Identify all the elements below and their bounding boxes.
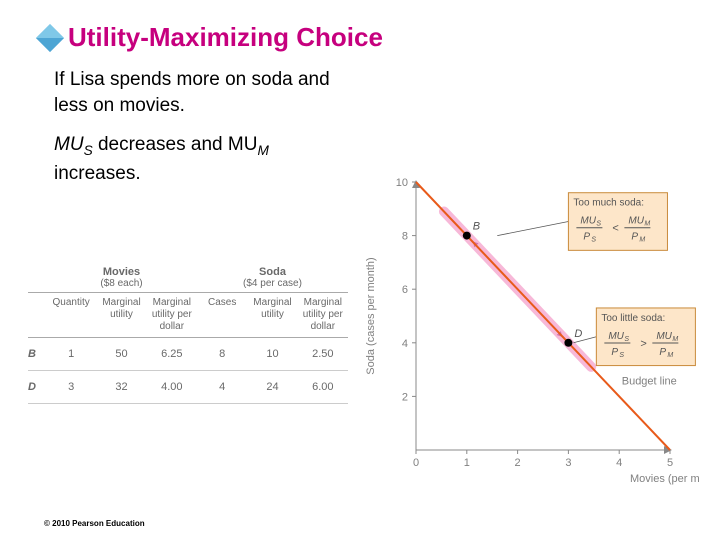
group-soda: Soda ($4 per case) (197, 266, 348, 289)
row-label: D (28, 381, 46, 393)
svg-text:P: P (583, 232, 590, 243)
svg-text:<: < (612, 223, 618, 235)
page-title: Utility-Maximizing Choice (68, 22, 383, 53)
svg-text:P: P (611, 347, 618, 358)
svg-text:Too little soda:: Too little soda: (601, 313, 665, 324)
svg-text:P: P (659, 347, 666, 358)
svg-text:B: B (473, 221, 480, 233)
table-cell: 3 (46, 381, 96, 393)
svg-text:M: M (672, 336, 678, 343)
svg-text:6: 6 (402, 284, 408, 296)
svg-text:D: D (574, 328, 582, 340)
svg-text:MU: MU (608, 331, 624, 342)
table-cell: 24 (247, 381, 297, 393)
table-cell: 6.00 (298, 381, 348, 393)
svg-text:P: P (631, 232, 638, 243)
svg-text:S: S (619, 352, 624, 359)
table-header-cols: Quantity Marginal utility Marginal utili… (28, 293, 348, 338)
svg-text:4: 4 (402, 338, 408, 350)
svg-text:MU: MU (628, 216, 644, 227)
paragraph-1: If Lisa spends more on soda and less on … (54, 67, 334, 118)
group-movies: Movies ($8 each) (46, 266, 197, 289)
svg-text:MU: MU (656, 331, 672, 342)
svg-text:2: 2 (402, 391, 408, 403)
table-header-groups: Movies ($8 each) Soda ($4 per case) (28, 266, 348, 293)
copyright: © 2010 Pearson Education (44, 519, 145, 528)
svg-text:M: M (639, 237, 645, 244)
svg-text:MU: MU (580, 216, 596, 227)
svg-text:S: S (591, 237, 596, 244)
table-cell: 8 (197, 348, 247, 360)
table-cell: 2.50 (298, 348, 348, 360)
svg-text:>: > (640, 338, 646, 350)
svg-text:0: 0 (413, 457, 419, 469)
svg-text:Movies (per month): Movies (per month) (630, 473, 700, 485)
svg-text:M: M (667, 352, 673, 359)
row-label: B (28, 348, 46, 360)
table-cell: 4.00 (147, 381, 197, 393)
svg-text:Too much soda:: Too much soda: (573, 198, 644, 209)
table-cell: 50 (96, 348, 146, 360)
svg-text:5: 5 (667, 457, 673, 469)
svg-text:1: 1 (464, 457, 470, 469)
table-cell: 32 (96, 381, 146, 393)
svg-text:Soda (cases per month): Soda (cases per month) (365, 257, 377, 374)
table-row: D3324.004246.00 (28, 371, 348, 404)
svg-text:2: 2 (515, 457, 521, 469)
table-cell: 4 (197, 381, 247, 393)
diamond-icon (36, 23, 64, 51)
svg-text:10: 10 (396, 177, 408, 189)
paragraph-2: MUS decreases and MUM increases. (54, 132, 334, 186)
svg-text:S: S (596, 221, 601, 228)
svg-text:4: 4 (616, 457, 622, 469)
title-row: Utility-Maximizing Choice (0, 0, 720, 53)
svg-text:M: M (644, 221, 650, 228)
budget-line-chart: 246810012345Budget lineToo much soda:MUS… (360, 170, 700, 500)
body-text: If Lisa spends more on soda and less on … (0, 53, 720, 186)
table-cell: 10 (247, 348, 297, 360)
table-cell: 6.25 (147, 348, 197, 360)
table-cell: 1 (46, 348, 96, 360)
svg-text:Budget line: Budget line (622, 375, 677, 387)
svg-text:S: S (624, 336, 629, 343)
table-row: B1506.258102.50 (28, 338, 348, 371)
svg-text:8: 8 (402, 231, 408, 243)
data-table: Movies ($8 each) Soda ($4 per case) Quan… (28, 266, 348, 404)
svg-text:3: 3 (565, 457, 571, 469)
